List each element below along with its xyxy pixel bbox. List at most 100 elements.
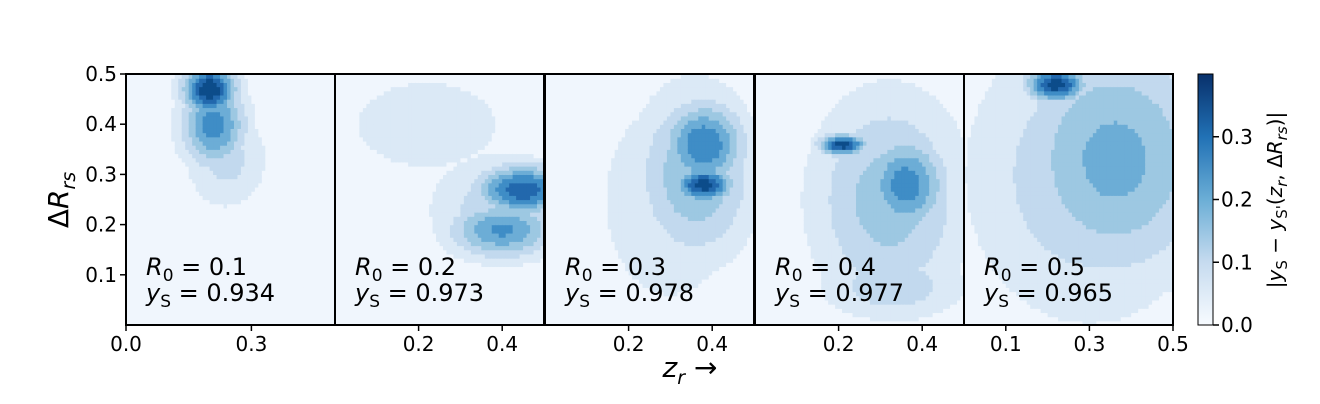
heat-cell xyxy=(362,82,367,88)
heat-cell xyxy=(303,74,308,79)
heat-cell xyxy=(359,241,364,247)
heat-cell xyxy=(352,291,357,297)
heat-cell xyxy=(240,90,246,96)
heat-cell xyxy=(171,212,176,217)
heat-cell xyxy=(394,312,399,318)
heat-cell xyxy=(338,212,343,217)
heat-cell xyxy=(181,266,186,272)
heat-cell xyxy=(300,74,305,79)
heat-cell xyxy=(174,245,179,251)
heat-cell xyxy=(223,312,228,318)
heat-cell xyxy=(338,312,343,318)
heat-cell xyxy=(199,299,204,305)
heat-cell xyxy=(397,99,402,104)
heat-cell xyxy=(341,120,347,125)
heat-cell xyxy=(164,86,169,92)
heat-cell xyxy=(261,299,266,305)
heat-cell xyxy=(150,283,155,288)
heat-cell xyxy=(348,220,354,226)
heat-cell xyxy=(227,120,232,125)
heat-cell xyxy=(348,186,354,192)
heat-cell xyxy=(289,295,294,301)
heat-cell xyxy=(164,320,169,325)
heat-cell xyxy=(199,316,204,322)
heat-cell xyxy=(303,99,308,104)
heat-cell xyxy=(265,128,270,134)
heat-cell xyxy=(314,232,319,238)
heat-cell xyxy=(139,132,145,138)
heat-cell xyxy=(341,295,347,301)
heat-cell xyxy=(390,120,395,125)
heat-cell xyxy=(244,295,249,301)
heat-cell xyxy=(310,249,315,255)
heat-cell xyxy=(143,291,148,297)
heat-cell xyxy=(247,128,252,134)
heat-cell xyxy=(126,245,131,251)
heat-cell xyxy=(335,237,340,242)
heat-cell xyxy=(132,291,138,297)
heat-cell xyxy=(171,291,176,297)
heat-cell xyxy=(307,220,312,226)
heat-cell xyxy=(174,274,179,280)
heat-cell xyxy=(143,258,148,263)
heat-cell xyxy=(209,304,214,309)
heat-cell xyxy=(261,128,266,134)
heat-cell xyxy=(216,107,221,113)
heat-cell xyxy=(174,237,179,242)
heat-cell xyxy=(408,178,413,184)
heat-cell xyxy=(390,312,395,318)
heat-cell xyxy=(373,78,378,83)
heat-cell xyxy=(220,266,225,272)
heat-cell xyxy=(348,320,354,325)
heat-cell xyxy=(317,128,322,134)
heat-cell xyxy=(160,320,165,325)
heat-cell xyxy=(213,153,218,159)
heat-cell xyxy=(355,166,360,171)
heat-cell xyxy=(411,78,416,83)
heat-cell xyxy=(230,120,235,125)
heat-cell xyxy=(202,245,207,251)
heat-cell xyxy=(317,90,322,96)
heat-cell xyxy=(247,186,252,192)
heat-cell xyxy=(261,270,266,276)
heat-cell xyxy=(195,178,200,184)
heat-cell xyxy=(199,241,204,247)
heat-cell xyxy=(286,249,291,255)
heat-cell xyxy=(126,312,131,318)
heat-cell xyxy=(247,103,252,109)
heat-cell xyxy=(408,262,413,268)
heat-cell xyxy=(275,258,280,263)
heat-cell xyxy=(359,287,364,293)
heat-cell xyxy=(282,94,287,100)
heat-cell xyxy=(227,216,232,222)
heat-cell xyxy=(247,149,252,155)
heat-cell xyxy=(352,295,357,301)
heat-cell xyxy=(132,103,138,109)
heat-cell xyxy=(188,245,193,251)
heat-cell xyxy=(227,111,232,117)
heat-cell xyxy=(199,124,204,129)
heat-cell xyxy=(237,232,242,238)
heat-cell xyxy=(261,220,266,226)
heat-cell xyxy=(289,124,294,129)
heat-cell xyxy=(206,232,211,238)
heat-cell xyxy=(345,241,350,247)
heat-cell xyxy=(286,140,291,146)
heat-cell xyxy=(317,232,322,238)
heat-cell xyxy=(157,82,162,88)
heat-cell xyxy=(181,103,186,109)
heat-cell xyxy=(247,132,252,138)
heat-cell xyxy=(216,140,221,146)
heat-cell xyxy=(369,270,374,276)
heat-cell xyxy=(174,78,179,83)
heat-cell xyxy=(390,299,395,305)
heat-cell xyxy=(220,278,225,284)
heat-cell xyxy=(220,191,225,196)
heat-cell xyxy=(310,128,315,134)
heat-cell xyxy=(293,90,298,96)
heat-cell xyxy=(373,283,378,288)
heat-cell xyxy=(394,90,399,96)
heat-cell xyxy=(408,86,413,92)
heat-cell xyxy=(303,295,308,301)
heat-cell xyxy=(331,295,335,301)
